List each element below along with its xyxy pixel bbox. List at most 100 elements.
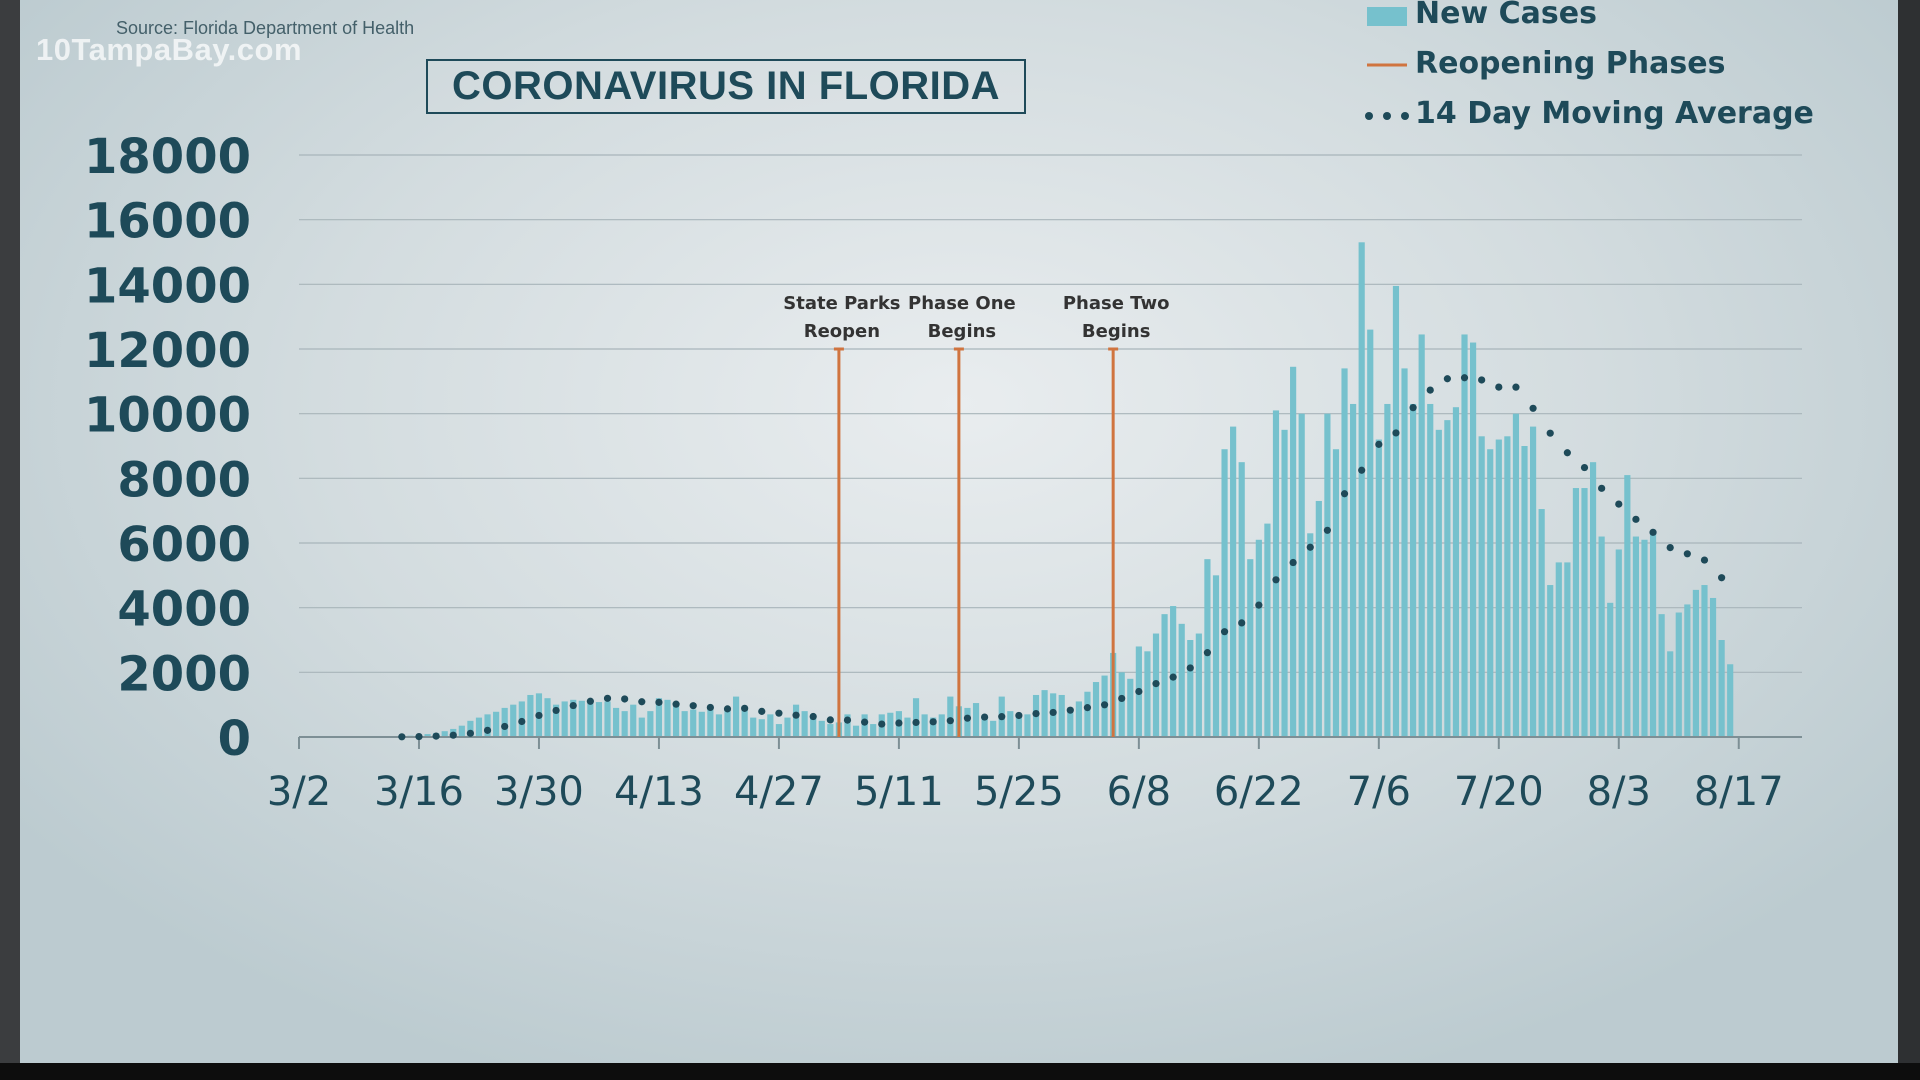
bar <box>1281 429 1288 737</box>
bar <box>1324 413 1331 737</box>
y-tick-label: 18000 <box>84 129 251 185</box>
moving-average-point <box>861 718 869 726</box>
moving-average-point <box>535 711 543 720</box>
bar <box>613 707 620 737</box>
bar <box>698 711 705 737</box>
bar <box>1187 640 1194 737</box>
y-tick-label: 12000 <box>84 323 251 379</box>
phase-label-line2: Begins <box>928 321 997 342</box>
moving-average-point <box>1135 687 1143 696</box>
bar <box>904 717 911 737</box>
bar <box>1572 488 1580 737</box>
bar <box>1298 413 1305 737</box>
phase-label-line2: Begins <box>1082 321 1151 342</box>
bar <box>1127 678 1134 737</box>
bar <box>887 712 894 737</box>
bar <box>587 703 594 737</box>
moving-average-point <box>1649 528 1657 536</box>
bar <box>1401 368 1408 737</box>
moving-average-point <box>1255 601 1263 609</box>
bar <box>1504 436 1511 737</box>
bar <box>561 701 568 737</box>
bar <box>921 714 928 737</box>
bar <box>595 702 603 737</box>
x-tick-label: 7/20 <box>1454 769 1544 815</box>
bar <box>1204 559 1211 737</box>
moving-average-point <box>946 717 954 725</box>
bar <box>1641 539 1648 737</box>
moving-average-point <box>998 713 1006 721</box>
x-tick-label: 8/3 <box>1587 769 1651 815</box>
bar <box>1264 523 1271 737</box>
bar <box>1675 612 1682 737</box>
bar <box>1238 462 1245 737</box>
moving-average-point <box>569 701 577 710</box>
bar <box>1230 426 1237 737</box>
bar <box>852 725 860 737</box>
moving-average-point <box>398 733 406 741</box>
x-tick-label: 4/13 <box>614 769 704 815</box>
bar <box>672 704 680 737</box>
bar <box>1727 664 1734 737</box>
bar <box>690 709 697 737</box>
bar <box>1212 575 1220 737</box>
bar <box>981 717 988 737</box>
bar <box>1170 606 1177 737</box>
moving-average-point <box>1220 628 1229 636</box>
moving-average-point <box>895 719 903 727</box>
moving-average-point <box>655 698 663 706</box>
bar <box>767 714 774 737</box>
bar <box>1392 285 1400 737</box>
bar <box>1709 597 1717 737</box>
moving-average-point <box>1460 374 1469 382</box>
bar <box>1684 604 1691 737</box>
bar <box>810 714 817 737</box>
legend-label-reopening-phases: Reopening Phases <box>1415 46 1726 81</box>
chart-frame: Source: Florida Department of Health 10T… <box>20 0 1898 1063</box>
moving-average-point <box>775 709 783 717</box>
moving-average-point <box>1409 404 1417 412</box>
bar <box>707 709 714 737</box>
moving-average-point <box>1340 490 1349 498</box>
moving-average-point <box>1580 463 1589 472</box>
bar <box>638 717 645 737</box>
bar <box>1341 368 1348 737</box>
x-tick-label: 6/22 <box>1214 769 1304 815</box>
legend-label-moving-average: 14 Day Moving Average <box>1415 96 1814 131</box>
y-tick-label: 4000 <box>117 582 251 638</box>
phase-label-line1: Phase Two <box>1063 293 1170 314</box>
bar <box>870 724 877 737</box>
legend-swatch-moving-average-dot <box>1365 112 1373 120</box>
bar <box>501 707 508 737</box>
bar <box>818 720 825 737</box>
bar <box>1118 672 1125 737</box>
bar <box>1427 403 1434 737</box>
moving-average-point <box>1169 673 1177 681</box>
moving-average-point <box>981 713 989 721</box>
moving-average-point <box>672 700 680 708</box>
moving-average-point <box>929 718 937 726</box>
moving-average-point <box>621 695 629 703</box>
bar <box>1701 585 1708 737</box>
bar <box>655 698 663 737</box>
bar <box>1092 682 1100 737</box>
x-tick-label: 6/8 <box>1107 769 1171 815</box>
moving-average-point <box>912 718 920 727</box>
x-tick-label: 4/27 <box>734 769 824 815</box>
bar <box>1461 334 1468 737</box>
moving-average-point <box>1495 383 1503 391</box>
moving-average-point <box>843 716 852 724</box>
moving-average-point <box>1100 701 1109 709</box>
bar <box>1452 407 1460 737</box>
bar <box>1255 539 1262 737</box>
moving-average-point <box>963 714 972 722</box>
bar <box>484 714 491 737</box>
moving-average-point <box>1066 706 1074 714</box>
moving-average-point <box>706 703 714 712</box>
moving-average-point <box>483 726 492 734</box>
legend-swatch-moving-average-dot <box>1401 112 1409 120</box>
bar <box>1358 242 1365 738</box>
moving-average-point <box>449 731 457 739</box>
bar <box>938 714 945 737</box>
moving-average-point <box>1358 466 1366 474</box>
